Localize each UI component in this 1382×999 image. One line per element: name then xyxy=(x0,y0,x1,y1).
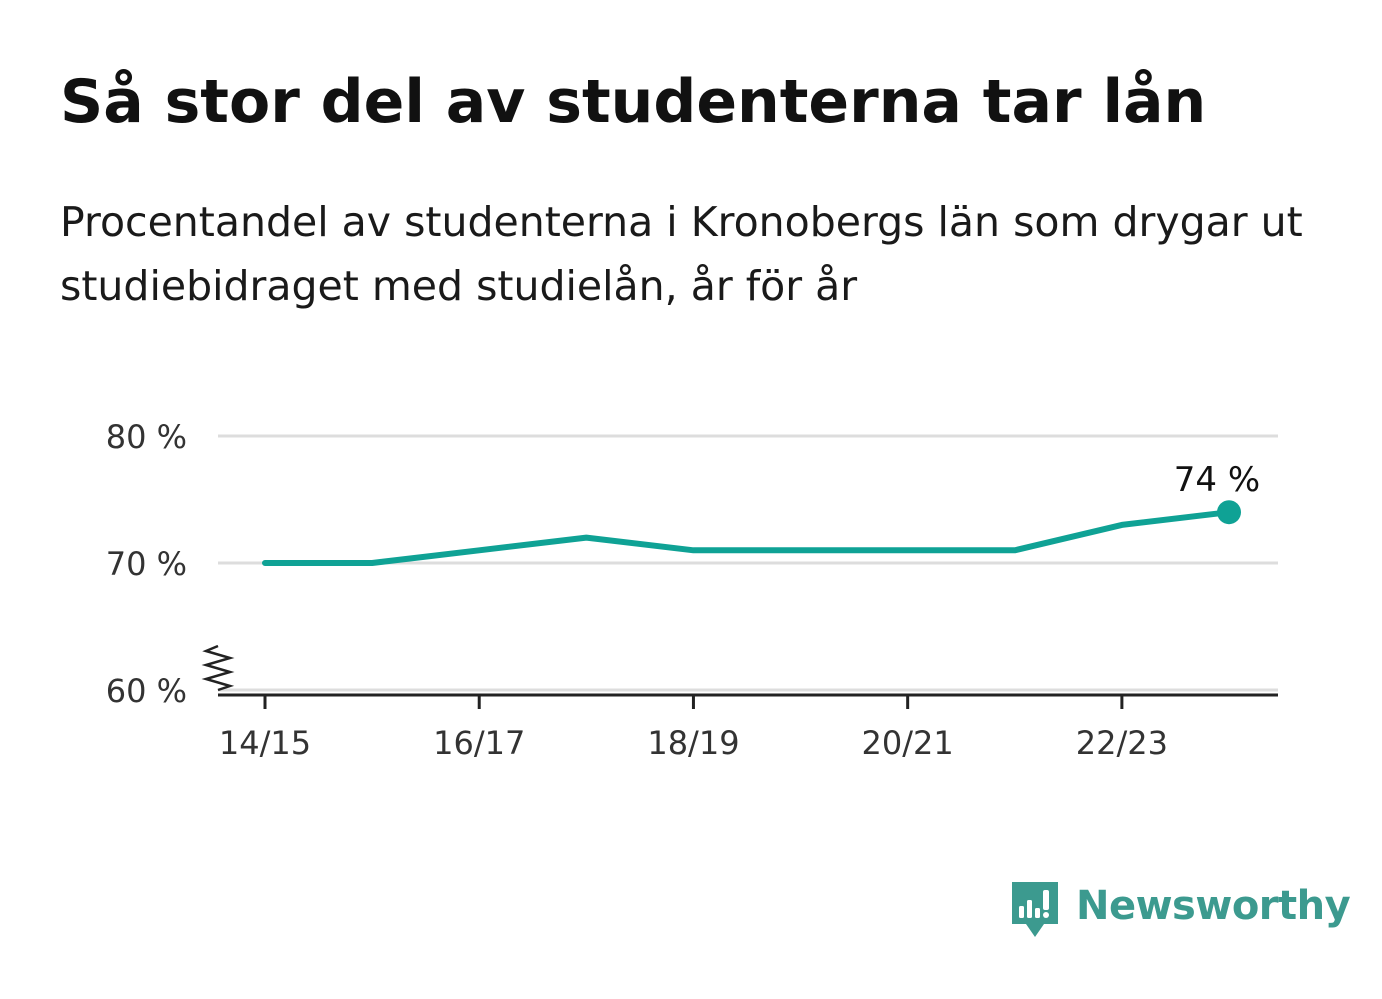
x-tick-label-16-17: 16/17 xyxy=(433,724,525,762)
x-tick-label-22-23: 22/23 xyxy=(1076,724,1168,762)
y-tick-label-80: 80 % xyxy=(106,418,187,456)
chart-title: Så stor del av studenterna tar lån xyxy=(60,67,1207,137)
x-tick-label-14-15: 14/15 xyxy=(219,724,311,762)
brand-name: Newsworthy xyxy=(1076,883,1351,929)
end-value-label: 74 % xyxy=(1174,460,1260,500)
x-tick-label-18-19: 18/19 xyxy=(647,724,739,762)
x-axis-labels: 14/15 16/17 18/19 20/21 22/23 xyxy=(219,724,1168,762)
y-axis-break-marker xyxy=(201,644,235,692)
series: 74 % xyxy=(262,460,1260,566)
series-line-0 xyxy=(262,509,1232,566)
y-tick-label-70: 70 % xyxy=(106,545,187,583)
end-point-marker xyxy=(1217,500,1241,525)
x-tick-label-20-21: 20/21 xyxy=(862,724,954,762)
chart-subtitle: Procentandel av studenterna i Kronobergs… xyxy=(60,198,1303,310)
y-tick-label-60: 60 % xyxy=(106,672,187,710)
newsworthy-brand: Newsworthy xyxy=(1010,880,1351,940)
y-axis-labels: 60 % 70 % 80 % xyxy=(106,418,187,710)
x-axis xyxy=(201,644,1278,709)
newsworthy-logo-icon xyxy=(1012,882,1058,937)
